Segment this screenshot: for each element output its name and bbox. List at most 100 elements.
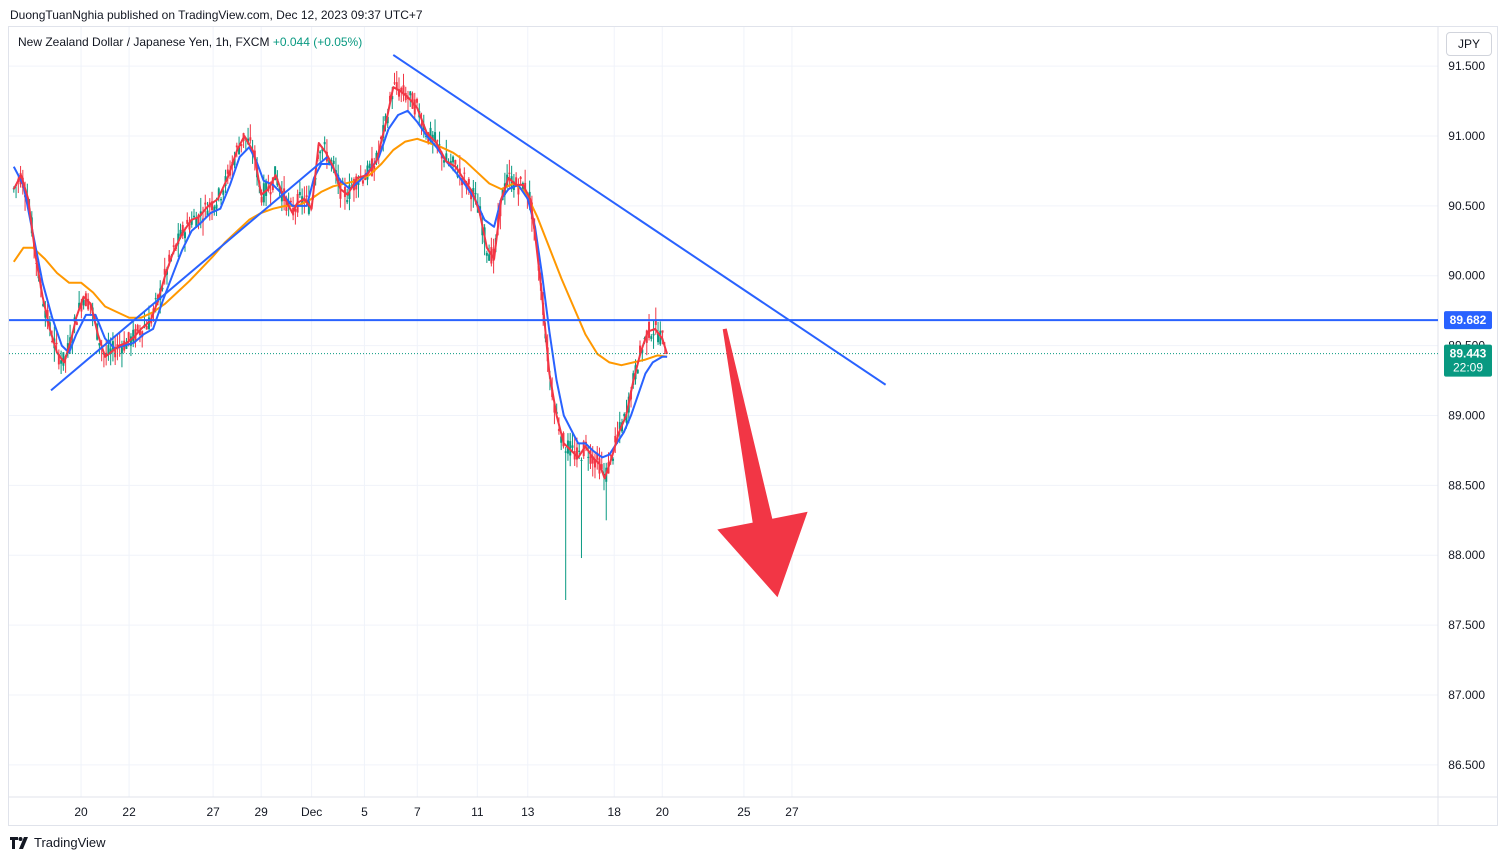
candle-body	[384, 115, 387, 121]
y-tick-label: 86.500	[1448, 758, 1485, 772]
price-chart[interactable]: 91.50091.00090.50090.00089.50089.00088.5…	[0, 0, 1506, 830]
brand-label: TradingView	[34, 835, 106, 850]
candle-body	[323, 142, 326, 145]
candle-body	[657, 333, 660, 343]
symbol-legend[interactable]: New Zealand Dollar / Japanese Yen, 1h, F…	[18, 35, 362, 49]
chart-frame	[8, 26, 1498, 826]
candle-body	[564, 451, 567, 453]
candle-body	[510, 176, 513, 189]
candle-body	[654, 320, 657, 326]
down-arrow-icon[interactable]	[717, 328, 808, 598]
y-tick-label: 90.500	[1448, 199, 1485, 213]
candle-body	[575, 447, 578, 460]
candle-body	[62, 352, 65, 366]
candle-body	[346, 199, 349, 203]
candle-body	[109, 348, 112, 353]
moving-averages	[12, 86, 669, 480]
candle-body	[57, 354, 60, 365]
candle-body	[233, 157, 236, 166]
candle-body	[521, 182, 524, 192]
candle-body	[328, 159, 331, 164]
trendlines[interactable]	[9, 54, 1438, 392]
candle-body	[105, 352, 108, 356]
x-tick-label: 25	[737, 805, 751, 819]
candle-body	[485, 252, 488, 256]
price-candles	[12, 70, 666, 600]
x-tick-label: 20	[74, 805, 88, 819]
y-tick-label: 91.500	[1448, 59, 1485, 73]
candle-body	[429, 127, 432, 142]
candle-body	[215, 204, 218, 209]
x-tick-label: 29	[254, 805, 268, 819]
grid	[9, 27, 1438, 797]
price-change: +0.044 (+0.05%)	[272, 35, 363, 49]
tradingview-logo[interactable]: TradingView	[10, 835, 106, 850]
candle-body	[78, 302, 81, 309]
price-mark-countdown: 22:09	[1453, 361, 1483, 375]
x-tick-label: 13	[521, 805, 535, 819]
candle-body	[663, 353, 666, 355]
candle-body	[636, 369, 639, 374]
candle-body	[397, 89, 400, 97]
candle-body	[416, 98, 419, 103]
candle-body	[361, 180, 364, 184]
candle-body	[488, 254, 491, 261]
candle-body	[386, 116, 389, 124]
candle-body	[332, 160, 335, 164]
candle-body	[519, 176, 522, 180]
candle-body	[44, 310, 47, 318]
candle-body	[80, 302, 83, 312]
candle-body	[431, 134, 434, 140]
candle-body	[443, 160, 446, 163]
candle-body	[141, 331, 144, 338]
candle-body	[474, 193, 477, 195]
y-tick-label: 89.000	[1448, 408, 1485, 422]
time-axis[interactable]: 20 22 27 29 Dec 5 7 11 13 18 20 25 27	[74, 805, 799, 819]
candle-body	[438, 144, 441, 146]
candle-body	[186, 219, 189, 224]
candle-body	[609, 454, 612, 456]
candle-body	[147, 317, 150, 330]
trendline	[50, 156, 328, 392]
price-axis[interactable]: 91.50091.00090.50090.00089.50089.00088.5…	[1448, 59, 1485, 772]
price-mark-resistance-label: 89.682	[1450, 313, 1487, 327]
candle-body	[163, 268, 166, 275]
candle-body	[393, 82, 396, 84]
candle-body	[226, 169, 229, 174]
y-tick-label: 88.500	[1448, 478, 1485, 492]
candle-body	[463, 172, 466, 174]
y-tick-label: 91.000	[1448, 129, 1485, 143]
candle-body	[409, 91, 412, 96]
candle-body	[373, 165, 376, 172]
x-tick-label: 5	[361, 805, 368, 819]
candle-body	[138, 330, 141, 336]
candle-body	[197, 214, 200, 225]
candle-body	[172, 245, 175, 247]
candle-body	[188, 223, 191, 230]
candle-body	[98, 343, 101, 346]
candle-body	[395, 82, 398, 90]
candle-body	[454, 160, 457, 165]
x-tick-label: 7	[414, 805, 421, 819]
candle-body	[120, 347, 123, 354]
currency-button[interactable]: JPY	[1446, 32, 1492, 56]
candle-body	[614, 435, 617, 443]
candle-body	[190, 219, 193, 225]
x-tick-label: 18	[608, 805, 622, 819]
candle-body	[179, 229, 182, 238]
candle-body	[593, 460, 596, 468]
x-tick-label: 27	[785, 805, 799, 819]
trendline	[392, 54, 887, 386]
candle-body	[508, 172, 511, 175]
candle-body	[51, 340, 54, 342]
candle-body	[305, 195, 308, 198]
candle-body	[145, 325, 148, 330]
y-tick-label: 87.500	[1448, 618, 1485, 632]
candle-body	[136, 325, 139, 332]
ema-mid-line	[12, 109, 668, 459]
candle-body	[206, 210, 209, 217]
candle-body	[298, 192, 301, 196]
candle-body	[181, 225, 184, 236]
candle-body	[87, 298, 90, 310]
candle-body	[217, 188, 220, 197]
